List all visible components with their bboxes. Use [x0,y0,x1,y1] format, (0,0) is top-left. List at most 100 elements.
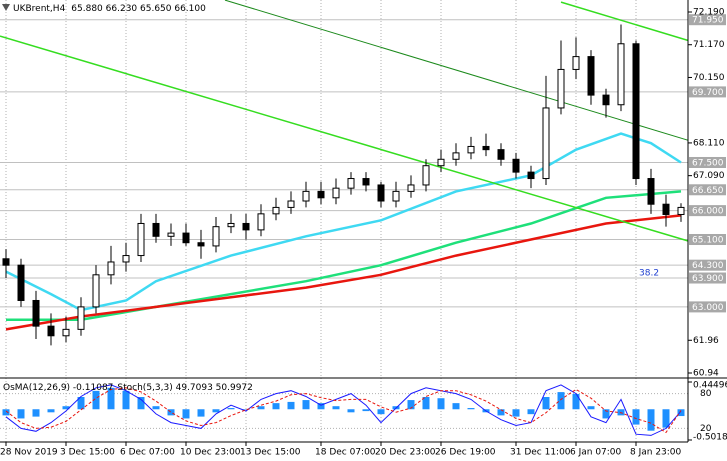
candle-body [482,145,490,151]
symbol: UKBrent,H4 [13,4,66,14]
x-tick-label: 26 Dec 19:00 [435,448,496,458]
candle-body [647,178,655,205]
histogram-bar [212,409,220,413]
x-tick-label: 3 Dec 15:00 [60,448,115,458]
candle-body [467,145,475,154]
level-box [689,301,726,313]
level-label: 69.700 [692,88,724,98]
y2-tick-label: 80 [700,389,712,399]
candle-body [392,190,400,202]
histogram-bar [452,403,460,410]
level-box [689,234,726,246]
candle-body [137,222,145,257]
candle-body [77,306,85,330]
candle-body [677,206,685,215]
osma-label: OsMA(12,26,9) -0.11087 [3,383,113,393]
histogram-bar [662,409,670,428]
candle-body [317,190,325,199]
candle-body [512,158,520,173]
candle-body [632,43,640,180]
level-label: 71.950 [692,16,724,26]
histogram-bar [227,408,235,410]
symbol-icon [2,4,10,11]
fib-label: 38.2 [639,269,659,279]
level-box [689,86,726,98]
candle-body [17,264,25,301]
histogram-bar [602,409,610,419]
candle-body [347,178,355,189]
histogram-bar [542,397,550,410]
histogram-bar [557,392,565,410]
candle-body [587,56,595,96]
histogram-bar [407,400,415,410]
axis-layer: 28 Nov 2019 3 Dec 15:00 6 Dec 07:00 10 Dec … [0,8,727,458]
histogram-bar [647,409,655,431]
ohlc: 65.880 66.230 65.650 66.100 [71,4,206,14]
indicator-title: OsMA(12,26,9) -0.11087 Stoch(5,3,3) 49.70… [3,383,253,393]
y-tick-label: 61.96 [693,336,719,346]
histogram-bar [257,406,265,410]
histogram-bar [2,409,10,416]
histogram-bar [32,409,40,417]
y-tick-label: 70.150 [693,73,725,83]
histogram-bar [677,409,685,417]
stoch-label: Stoch(5,3,3) 49.7093 50.9972 [117,383,252,393]
candle-body [2,258,10,266]
overlay-line [0,35,688,242]
level-box [689,272,726,284]
x-tick-label: 8 Jan 23:00 [630,448,682,458]
candle-body [152,222,160,237]
level-label: 66.650 [692,186,724,196]
candle-body [122,255,130,263]
candle-body [272,206,280,215]
stoch-line [5,384,682,436]
histogram-bar [182,409,190,419]
level-label: 63.900 [692,274,724,284]
histogram-bar [77,397,85,410]
candle-body [422,165,430,186]
y-tick-label: 67.090 [693,171,725,181]
indicator-layer [2,384,685,436]
price-layer [0,0,688,346]
candle-body [362,178,370,186]
y-tick-label: 68.110 [693,138,725,148]
x-tick-label: 10 Dec 23:00 [180,448,241,458]
histogram-bar [347,409,355,413]
histogram-bar [107,387,115,410]
level-label: 65.100 [692,236,724,246]
histogram-bar [287,401,295,410]
histogram-bar [377,409,385,415]
histogram-bar [92,390,100,410]
level-box [689,259,726,271]
histogram-bar [242,409,250,410]
y-tick-label: 0.44496 [693,381,727,391]
histogram-bar [167,409,175,416]
candle-body [257,213,265,231]
histogram-bar [497,409,505,416]
level-label: 63.000 [692,303,724,313]
overlay-line [560,1,688,42]
level-label: 67.500 [692,158,724,168]
histogram-bar [17,409,25,419]
candle-body [182,232,190,244]
x-tick-label: 6 Jan 07:00 [570,448,622,458]
candle-body [377,184,385,202]
overlay-line [5,132,682,312]
x-tick-label: 18 Dec 07:00 [315,448,376,458]
candle-body [302,190,310,202]
candle-body [407,184,415,192]
y-tick-label: 60.94 [693,369,719,379]
overlay-line [5,214,682,331]
overlay-line [6,190,682,321]
candle-body [227,222,235,228]
histogram-bar [467,408,475,410]
x-tick-label: 31 Dec 11:00 [510,448,571,458]
histogram-bar [437,398,445,410]
candle-body [62,328,70,337]
x-tick-label: 6 Dec 07:00 [120,448,175,458]
histogram-bar [317,403,325,410]
y-tick-label: -0.50181 [693,433,727,443]
candle-body [527,171,535,180]
